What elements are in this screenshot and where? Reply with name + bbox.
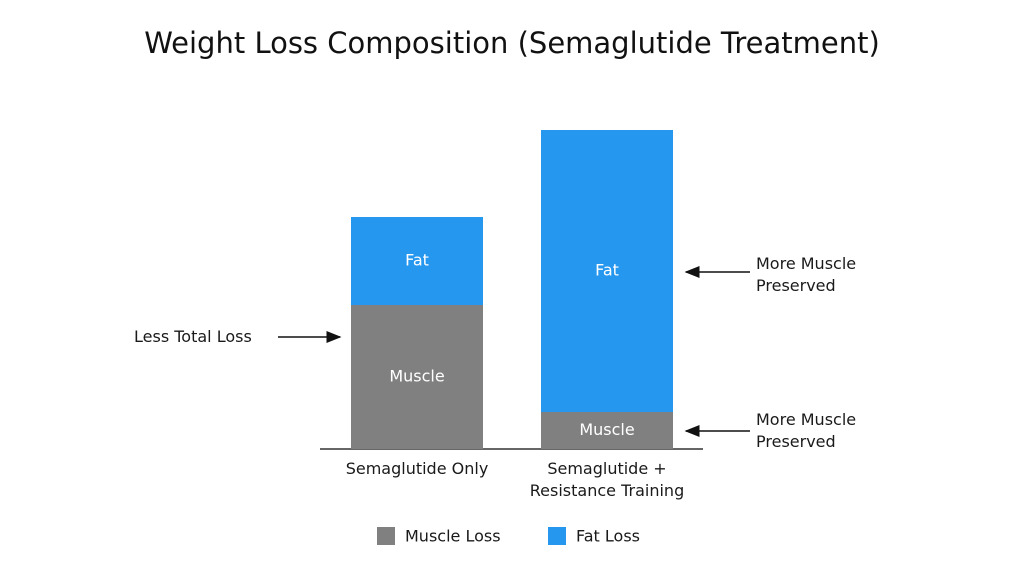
legend-swatch — [548, 527, 566, 545]
legend-swatch — [377, 527, 395, 545]
x-tick-label: Semaglutide + Resistance Training — [529, 459, 685, 500]
chart-title: Weight Loss Composition (Semaglutide Tre… — [144, 26, 880, 60]
segment-label: Fat — [405, 251, 429, 270]
bar-segment — [541, 412, 673, 449]
annotation: Less Total Loss — [134, 327, 252, 346]
bar-segment — [541, 130, 673, 412]
legend-label: Muscle Loss — [405, 527, 501, 546]
segment-label: Muscle — [389, 367, 444, 386]
annotation: More Muscle Preserved — [756, 410, 857, 451]
legend-label: Fat Loss — [576, 527, 640, 546]
x-tick-label: Semaglutide Only — [345, 459, 489, 478]
segment-label: Muscle — [579, 420, 634, 439]
segment-label: Fat — [595, 261, 619, 280]
annotation: More Muscle Preserved — [756, 254, 857, 295]
bar-segment — [351, 217, 483, 305]
bar-segment — [351, 305, 483, 449]
